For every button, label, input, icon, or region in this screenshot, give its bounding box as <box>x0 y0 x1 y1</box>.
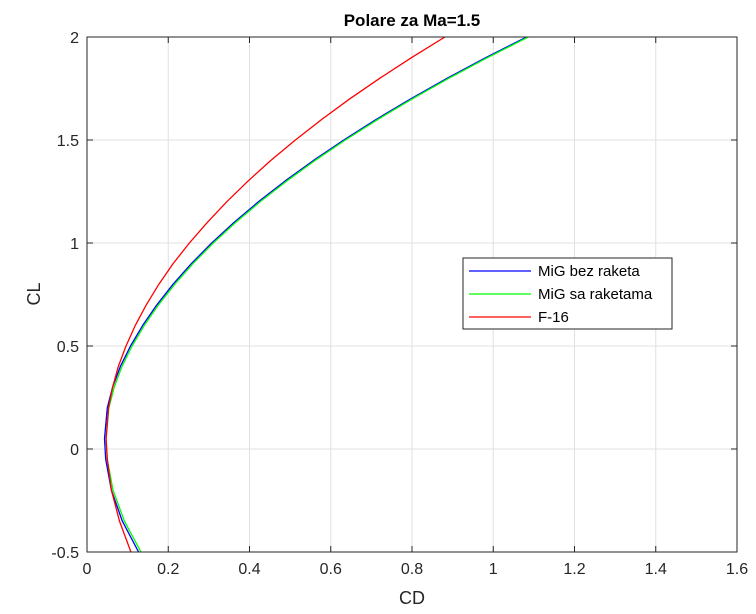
x-tick-label: 0.6 <box>320 561 342 578</box>
x-tick-label: 0.4 <box>238 561 260 578</box>
y-tick-label: 1.5 <box>57 133 79 150</box>
legend: MiG bez raketa MiG sa raketama F-16 <box>462 257 673 330</box>
x-tick-labels: 0 0.2 0.4 0.6 0.8 1 1.2 1.4 1.6 <box>83 561 749 578</box>
y-axis-label: CL <box>24 282 44 305</box>
axis-ticks <box>86 36 738 553</box>
grid-lines <box>87 37 737 552</box>
y-tick-labels: -0.5 0 0.5 1 1.5 2 <box>51 30 79 562</box>
x-tick-label: 1 <box>489 561 498 578</box>
y-tick-label: 1 <box>70 236 79 253</box>
chart-title: Polare za Ma=1.5 <box>344 11 481 30</box>
series-lines <box>103 37 718 552</box>
y-tick-label: 2 <box>70 30 79 47</box>
x-tick-label: 0 <box>83 561 92 578</box>
y-tick-label: -0.5 <box>51 545 79 562</box>
x-tick-label: 1.4 <box>645 561 667 578</box>
series-line-mig-bez-raketa <box>103 37 716 552</box>
series-line-f-16 <box>105 37 496 552</box>
x-tick-label: 1.6 <box>726 561 748 578</box>
x-axis-label: CD <box>399 588 425 608</box>
legend-label-mig-bez-raketa: MiG bez raketa <box>538 263 640 280</box>
y-tick-label: 0 <box>70 442 79 459</box>
x-tick-label: 0.8 <box>401 561 423 578</box>
x-tick-label: 1.2 <box>563 561 585 578</box>
y-tick-label: 0.5 <box>57 339 79 356</box>
x-tick-label: 0.2 <box>157 561 179 578</box>
legend-label-mig-sa-raketama: MiG sa raketama <box>538 286 653 303</box>
legend-label-f-16: F-16 <box>538 309 569 326</box>
